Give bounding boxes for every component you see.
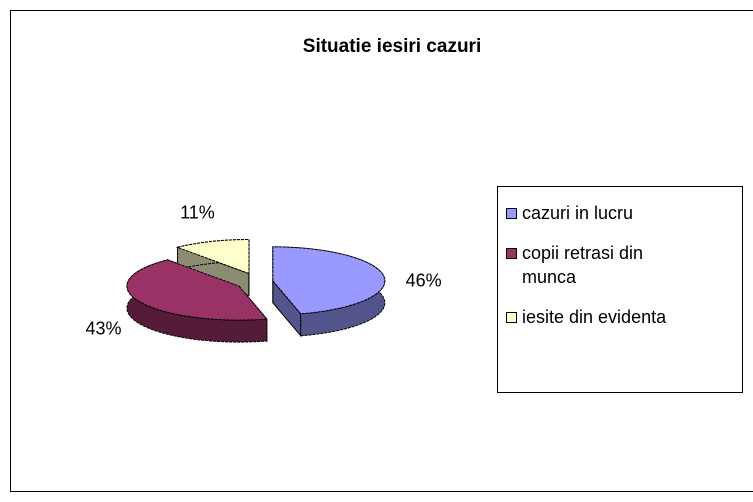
- data-label: 46%: [406, 270, 442, 290]
- legend-swatch: [506, 248, 517, 259]
- legend-item: iesite din evidenta: [506, 305, 742, 329]
- legend-label: cazuri in lucru: [522, 203, 634, 223]
- slice: [126, 259, 268, 321]
- legend-item: cazuri in lucru: [506, 201, 742, 225]
- chart-border: [10, 10, 753, 492]
- legend-label: copii retrasi din munca: [522, 243, 644, 287]
- legend-swatch: [506, 312, 517, 323]
- legend-swatch: [506, 208, 517, 219]
- data-label: 43%: [86, 318, 122, 338]
- legend-item: copii retrasi din munca: [506, 241, 742, 289]
- slice: [272, 246, 386, 315]
- legend-label: iesite din evidenta: [522, 307, 667, 327]
- data-label: 11%: [180, 203, 215, 223]
- chart-title: Situatie iesiri cazuri: [303, 36, 481, 57]
- legend: cazuri in lucru copii retrasi din munca ie…: [497, 186, 743, 393]
- slice: [175, 239, 250, 275]
